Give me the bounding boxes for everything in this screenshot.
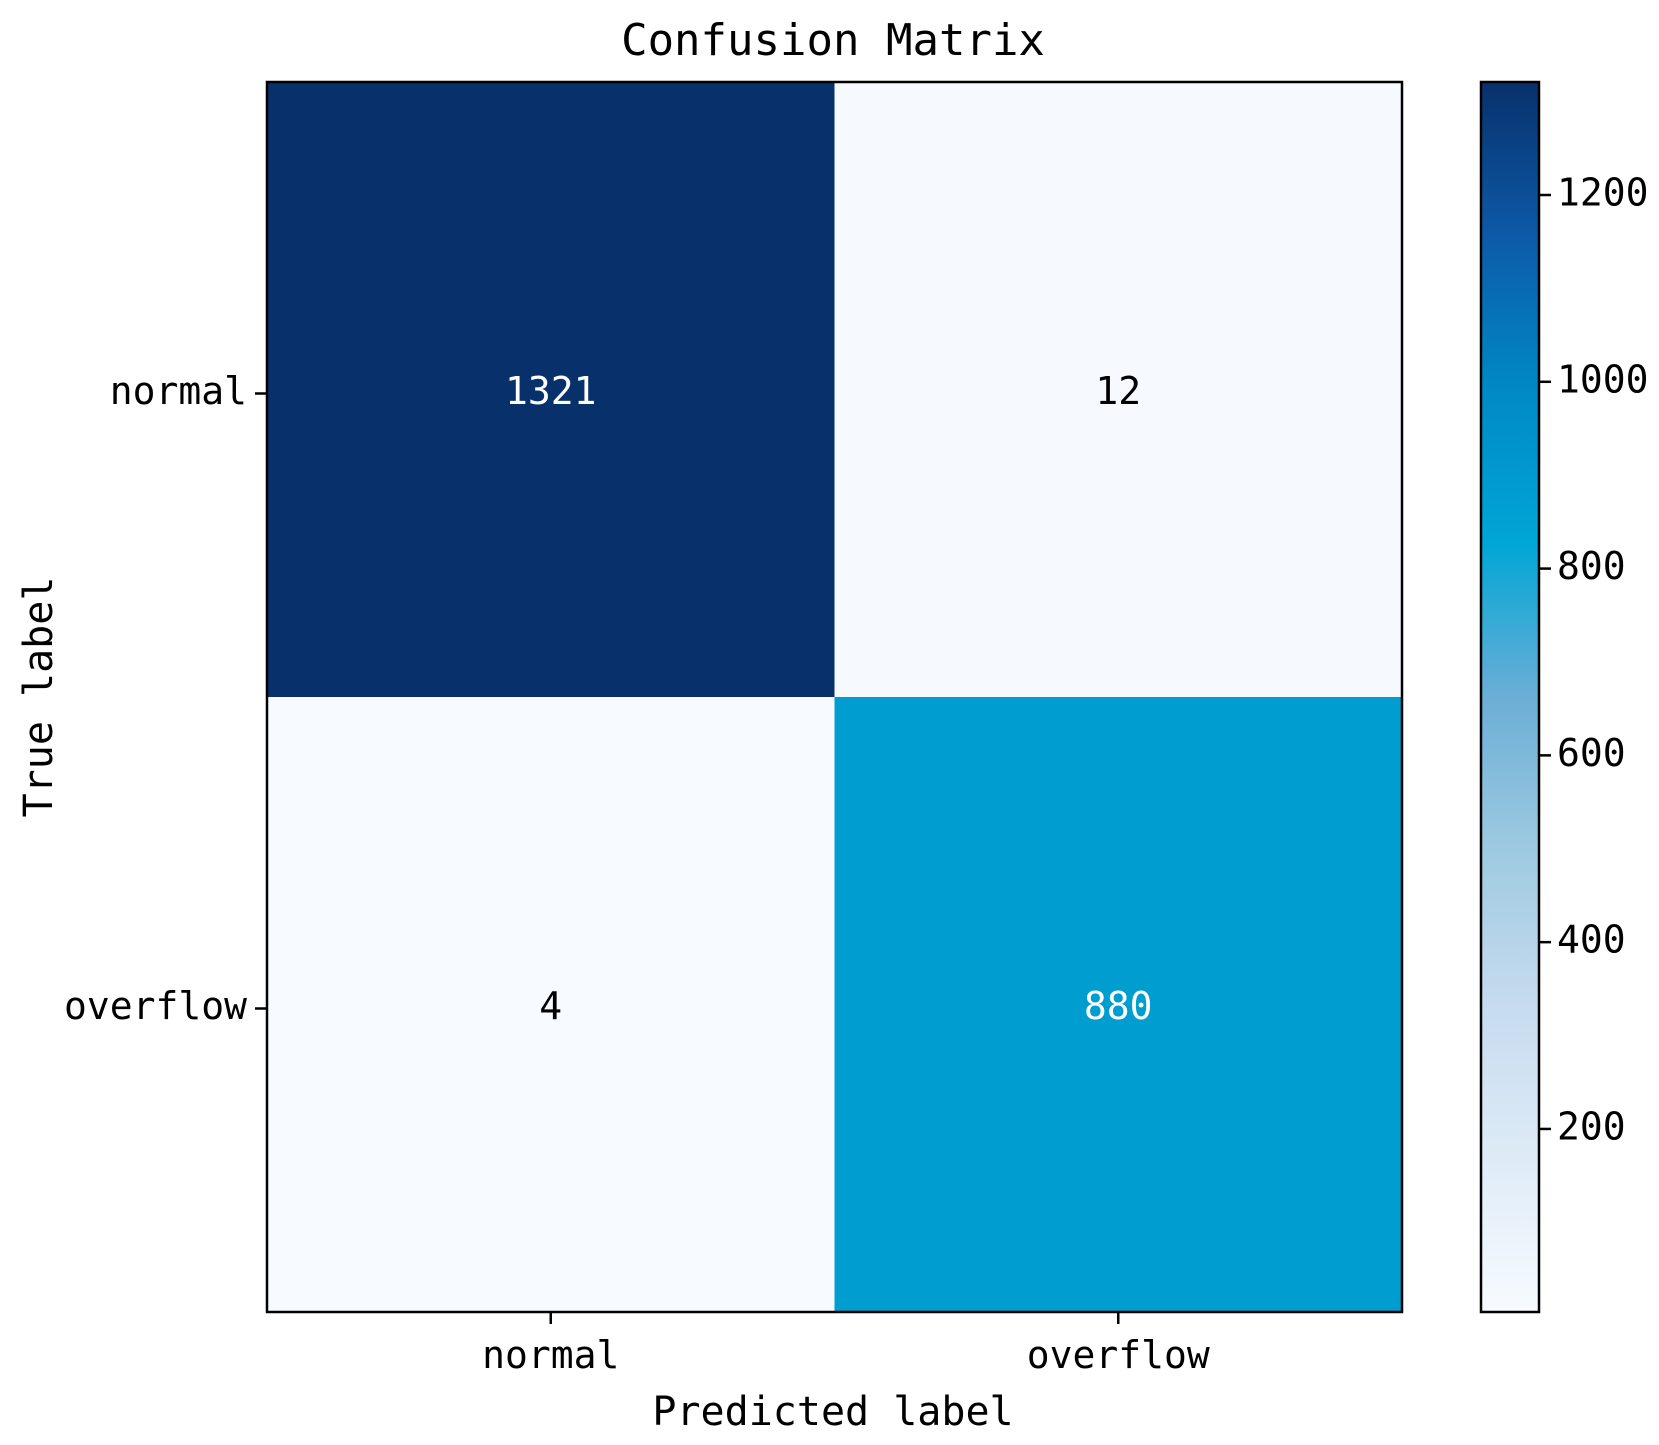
colorbar (1479, 80, 1541, 1314)
chart-title: Confusion Matrix (621, 15, 1045, 66)
y-axis-label: True label (16, 577, 62, 818)
heatmap-cell (834, 82, 1403, 698)
plot-frame (265, 80, 1404, 1314)
y-tick-label: overflow (64, 984, 247, 1028)
x-axis-ticks: normal overflow (482, 1312, 1210, 1377)
colorbar-tick-label: 600 (1557, 731, 1626, 775)
heatmap-cell-labels: 1321 12 4 880 (505, 369, 1153, 1028)
heatmap-cell (267, 82, 835, 698)
colorbar-tick-label: 1200 (1557, 171, 1649, 215)
y-axis-ticks: normal overflow (64, 369, 267, 1028)
cell-value-label: 880 (1084, 984, 1153, 1028)
cell-value-label: 1321 (505, 369, 597, 413)
y-tick-label: normal (110, 369, 247, 413)
colorbar-tick-label: 1000 (1557, 357, 1649, 401)
cell-value-label: 12 (1095, 369, 1141, 413)
x-axis-label: Predicted label (652, 1389, 1013, 1435)
cell-value-label: 4 (539, 984, 562, 1028)
heatmap-cells (267, 82, 1403, 1313)
colorbar-tick-label: 200 (1557, 1104, 1626, 1148)
colorbar-ticks: 200 400 600 800 1000 1200 (1539, 171, 1649, 1148)
colorbar-tick-label: 400 (1557, 918, 1626, 962)
colorbar-tick-label: 800 (1557, 544, 1626, 588)
x-tick-label: overflow (1027, 1333, 1210, 1377)
x-tick-label: normal (482, 1333, 619, 1377)
heatmap-cell (834, 697, 1403, 1313)
heatmap-cell (267, 697, 835, 1313)
